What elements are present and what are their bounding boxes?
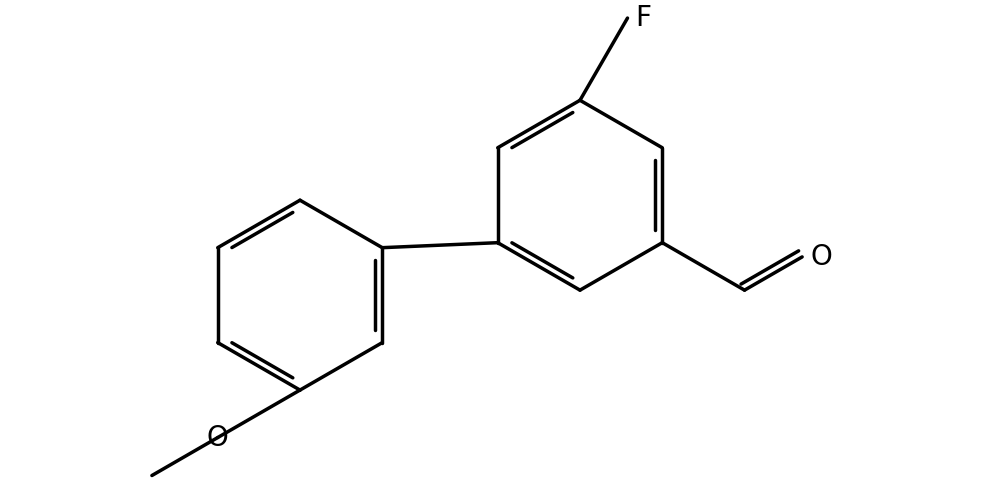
Text: O: O	[809, 243, 831, 271]
Text: O: O	[207, 423, 229, 452]
Text: F: F	[635, 4, 651, 32]
